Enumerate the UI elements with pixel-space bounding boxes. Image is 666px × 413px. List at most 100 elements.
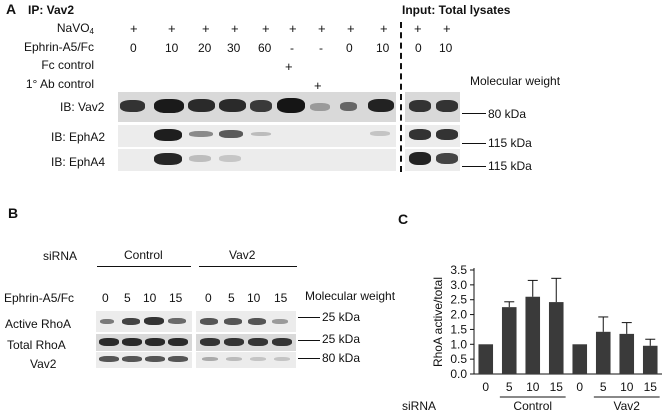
dose: 5: [124, 291, 131, 305]
x-tick-label: 10: [526, 380, 540, 394]
mw-marker-line: [298, 317, 320, 318]
band: [122, 356, 142, 362]
input-separator: [400, 22, 402, 172]
band: [409, 152, 431, 165]
band: [200, 318, 218, 325]
mw-label: 80 kDa: [488, 107, 527, 121]
mw-label: 80 kDa: [322, 351, 361, 365]
bar: [642, 345, 658, 374]
x-tick-label: 15: [550, 380, 564, 394]
ephrin-dose: 30: [227, 41, 241, 55]
dose: 15: [274, 291, 288, 305]
band: [168, 356, 188, 362]
ephrin-dose: 20: [198, 41, 212, 55]
y-tick-label: 2.5: [450, 293, 467, 307]
band: [168, 338, 188, 346]
ip-title: IP: Vav2: [28, 3, 75, 17]
blot-label-vav2: IB: Vav2: [60, 100, 105, 114]
band: [100, 319, 114, 324]
mw-marker-line: [298, 340, 320, 341]
band: [144, 317, 164, 325]
row-label-fc-control: Fc control: [41, 58, 94, 72]
blot-strip-vav2-b: [196, 352, 296, 368]
band: [436, 100, 458, 112]
ephrin-label-b: Ephrin-A5/Fc: [4, 291, 75, 305]
ephrin-dose: -: [290, 41, 294, 55]
ephrin-dose: 60: [258, 41, 272, 55]
mw-label: 25 kDa: [322, 332, 361, 346]
row-label-navo: NaVO4: [56, 21, 94, 36]
blot-strip-vav2-b: [96, 352, 192, 368]
band: [274, 357, 290, 361]
dose: 10: [247, 291, 261, 305]
band: [340, 102, 357, 111]
band: [154, 99, 184, 113]
blot-label-epha4: IB: EphA4: [51, 155, 106, 169]
band: [168, 318, 186, 324]
navo-value: +: [289, 21, 297, 36]
y-tick-label: 0.5: [450, 352, 467, 366]
blot-label-vav2-b: Vav2: [30, 357, 57, 371]
input-dose: 0: [415, 41, 422, 55]
blot-label-epha2: IB: EphA2: [51, 130, 106, 144]
ephrin-dose: 10: [376, 41, 390, 55]
band: [226, 357, 242, 361]
band: [251, 132, 271, 136]
bar: [478, 344, 494, 374]
group-line-vav2: [199, 266, 297, 267]
y-axis-label: RhoA active/total: [431, 277, 445, 367]
band: [436, 153, 458, 164]
band: [250, 100, 272, 112]
ephrin-dose: -: [319, 41, 323, 55]
blot-strip-epha2: [118, 125, 396, 147]
dose: 10: [143, 291, 157, 305]
group-vav2: Vav2: [229, 248, 256, 262]
y-tick-label: 1.5: [450, 322, 467, 336]
navo-value: +: [347, 21, 355, 36]
band: [154, 129, 182, 141]
blot-strip-epha4: [118, 149, 396, 171]
band: [277, 98, 305, 113]
mw-label: 115 kDa: [488, 136, 532, 150]
x-tick-label: 0: [576, 380, 583, 394]
band: [122, 318, 140, 325]
bar: [548, 302, 564, 374]
x-tick-label: 5: [506, 380, 513, 394]
primary-ab-value: +: [314, 78, 322, 93]
panel-c-label: C: [398, 211, 409, 227]
blot-label-total-rhoa: Total RhoA: [7, 338, 66, 352]
dose: 5: [228, 291, 235, 305]
navo-value: +: [318, 21, 326, 36]
band: [370, 131, 390, 136]
panel-a-label: A: [6, 1, 17, 17]
band: [189, 155, 211, 162]
bar: [501, 307, 517, 374]
band: [145, 338, 165, 346]
bar: [525, 296, 541, 374]
band: [248, 338, 268, 346]
band: [409, 100, 431, 112]
x-tick-label: 15: [644, 380, 658, 394]
y-tick-label: 3.5: [450, 263, 467, 277]
sirna-label: siRNA: [43, 249, 78, 263]
band: [248, 318, 266, 325]
band: [145, 356, 165, 362]
dose: 15: [169, 291, 183, 305]
navo-value: +: [262, 21, 270, 36]
navo-value: +: [380, 21, 388, 36]
band: [272, 338, 292, 346]
band: [219, 130, 243, 138]
band: [219, 155, 241, 162]
mw-label: 25 kDa: [322, 310, 361, 324]
band: [202, 357, 218, 361]
ephrin-dose: 10: [165, 41, 179, 55]
blot-strip-total-rhoa: [196, 334, 296, 351]
band: [250, 357, 266, 361]
navo-value: +: [168, 21, 176, 36]
blot-strip-active-rhoa: [196, 311, 296, 332]
navo-value: +: [130, 21, 138, 36]
mw-marker-line: [298, 358, 320, 359]
group-label: Control: [513, 399, 552, 413]
input-navo: +: [414, 21, 422, 36]
